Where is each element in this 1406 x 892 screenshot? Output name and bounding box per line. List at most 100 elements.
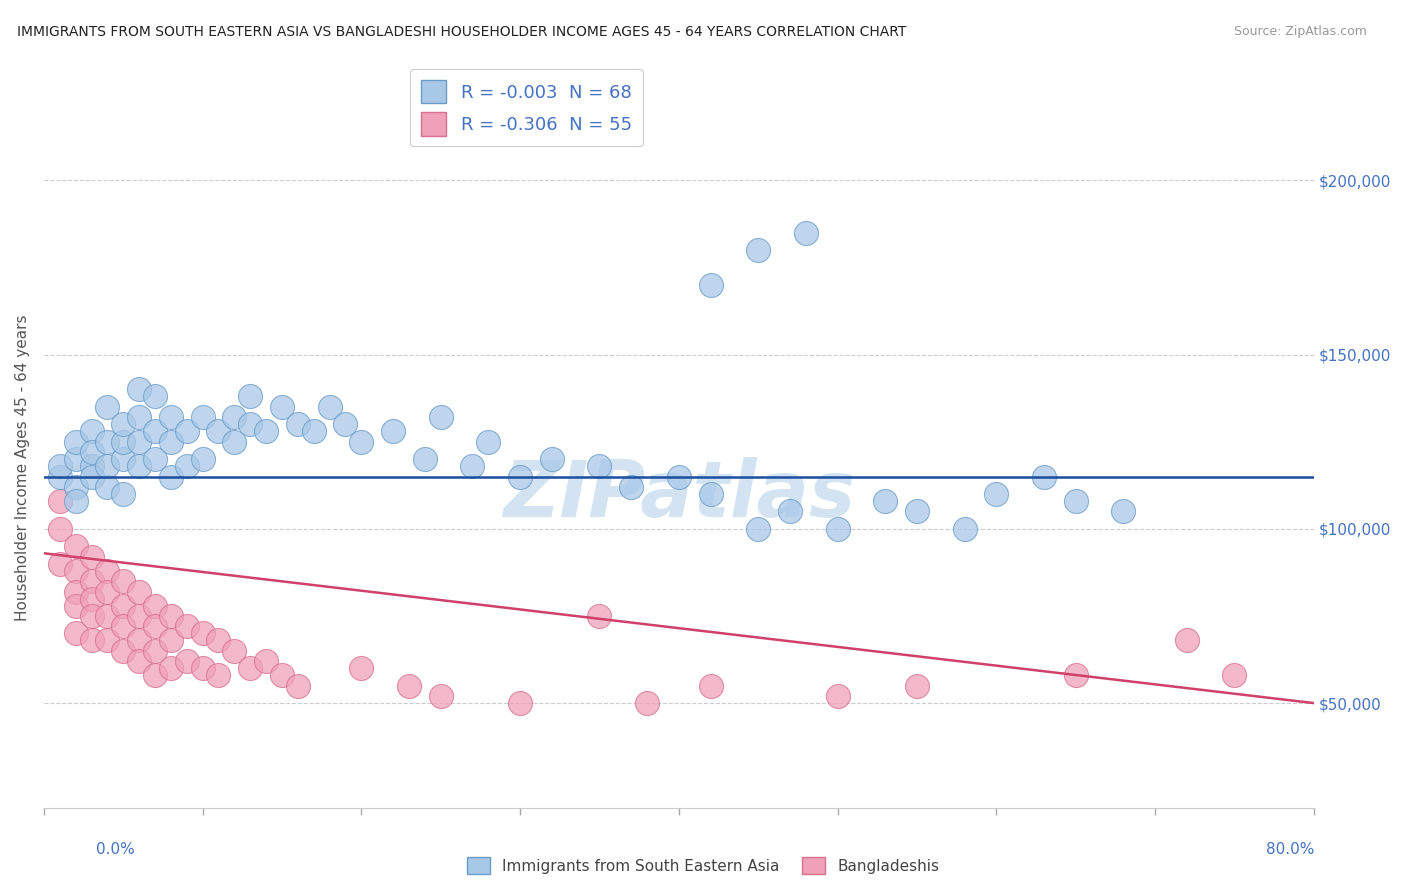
Point [287,679,309,693]
Point [65,539,87,553]
Text: 0.0%: 0.0% [96,842,135,856]
Point [96,459,118,474]
Point [80,574,103,588]
Point [65,626,87,640]
Point [668,469,690,483]
Point [827,689,849,703]
Point [80,445,103,459]
Point [953,522,976,536]
Point [80,549,103,564]
Point [239,389,262,403]
Point [112,452,135,467]
Point [747,522,769,536]
Point [254,425,277,439]
Point [779,504,801,518]
Point [207,633,229,648]
Point [128,434,150,449]
Point [80,459,103,474]
Point [112,417,135,432]
Point [335,417,357,432]
Point [1223,668,1246,682]
Point [96,400,118,414]
Point [80,425,103,439]
Point [302,425,325,439]
Point [827,522,849,536]
Point [112,599,135,613]
Point [128,584,150,599]
Point [350,661,373,675]
Point [509,696,531,710]
Point [80,469,103,483]
Point [160,661,183,675]
Point [143,452,166,467]
Point [318,400,340,414]
Point [160,434,183,449]
Point [224,644,246,658]
Point [191,452,214,467]
Point [65,584,87,599]
Point [176,619,198,633]
Point [128,609,150,624]
Point [224,434,246,449]
Point [350,434,373,449]
Point [128,654,150,668]
Point [1064,494,1087,508]
Point [65,494,87,508]
Point [905,504,928,518]
Point [382,425,405,439]
Point [986,487,1008,501]
Point [794,226,817,240]
Point [80,609,103,624]
Point [588,459,610,474]
Point [65,564,87,578]
Point [96,480,118,494]
Point [160,633,183,648]
Point [128,383,150,397]
Point [143,619,166,633]
Point [176,654,198,668]
Point [1112,504,1135,518]
Point [287,417,309,432]
Point [1032,469,1054,483]
Point [49,459,72,474]
Text: Source: ZipAtlas.com: Source: ZipAtlas.com [1233,25,1367,38]
Point [160,609,183,624]
Point [112,619,135,633]
Point [271,400,294,414]
Point [143,668,166,682]
Point [191,410,214,425]
Text: ZIPatlas: ZIPatlas [503,457,855,533]
Point [207,425,229,439]
Point [413,452,436,467]
Text: IMMIGRANTS FROM SOUTH EASTERN ASIA VS BANGLADESHI HOUSEHOLDER INCOME AGES 45 - 6: IMMIGRANTS FROM SOUTH EASTERN ASIA VS BA… [17,25,907,39]
Point [143,425,166,439]
Point [509,469,531,483]
Point [461,459,484,474]
Legend: Immigrants from South Eastern Asia, Bangladeshis: Immigrants from South Eastern Asia, Bang… [461,851,945,880]
Point [429,410,451,425]
Point [271,668,294,682]
Point [636,696,658,710]
Point [160,469,183,483]
Point [254,654,277,668]
Point [65,452,87,467]
Point [191,626,214,640]
Point [1064,668,1087,682]
Y-axis label: Householder Income Ages 45 - 64 years: Householder Income Ages 45 - 64 years [15,315,30,621]
Point [429,689,451,703]
Point [160,410,183,425]
Point [224,410,246,425]
Point [143,389,166,403]
Point [239,661,262,675]
Point [1175,633,1198,648]
Point [96,434,118,449]
Point [207,668,229,682]
Point [49,557,72,571]
Point [96,633,118,648]
Point [540,452,562,467]
Point [477,434,499,449]
Point [96,609,118,624]
Point [143,644,166,658]
Point [96,564,118,578]
Point [875,494,897,508]
